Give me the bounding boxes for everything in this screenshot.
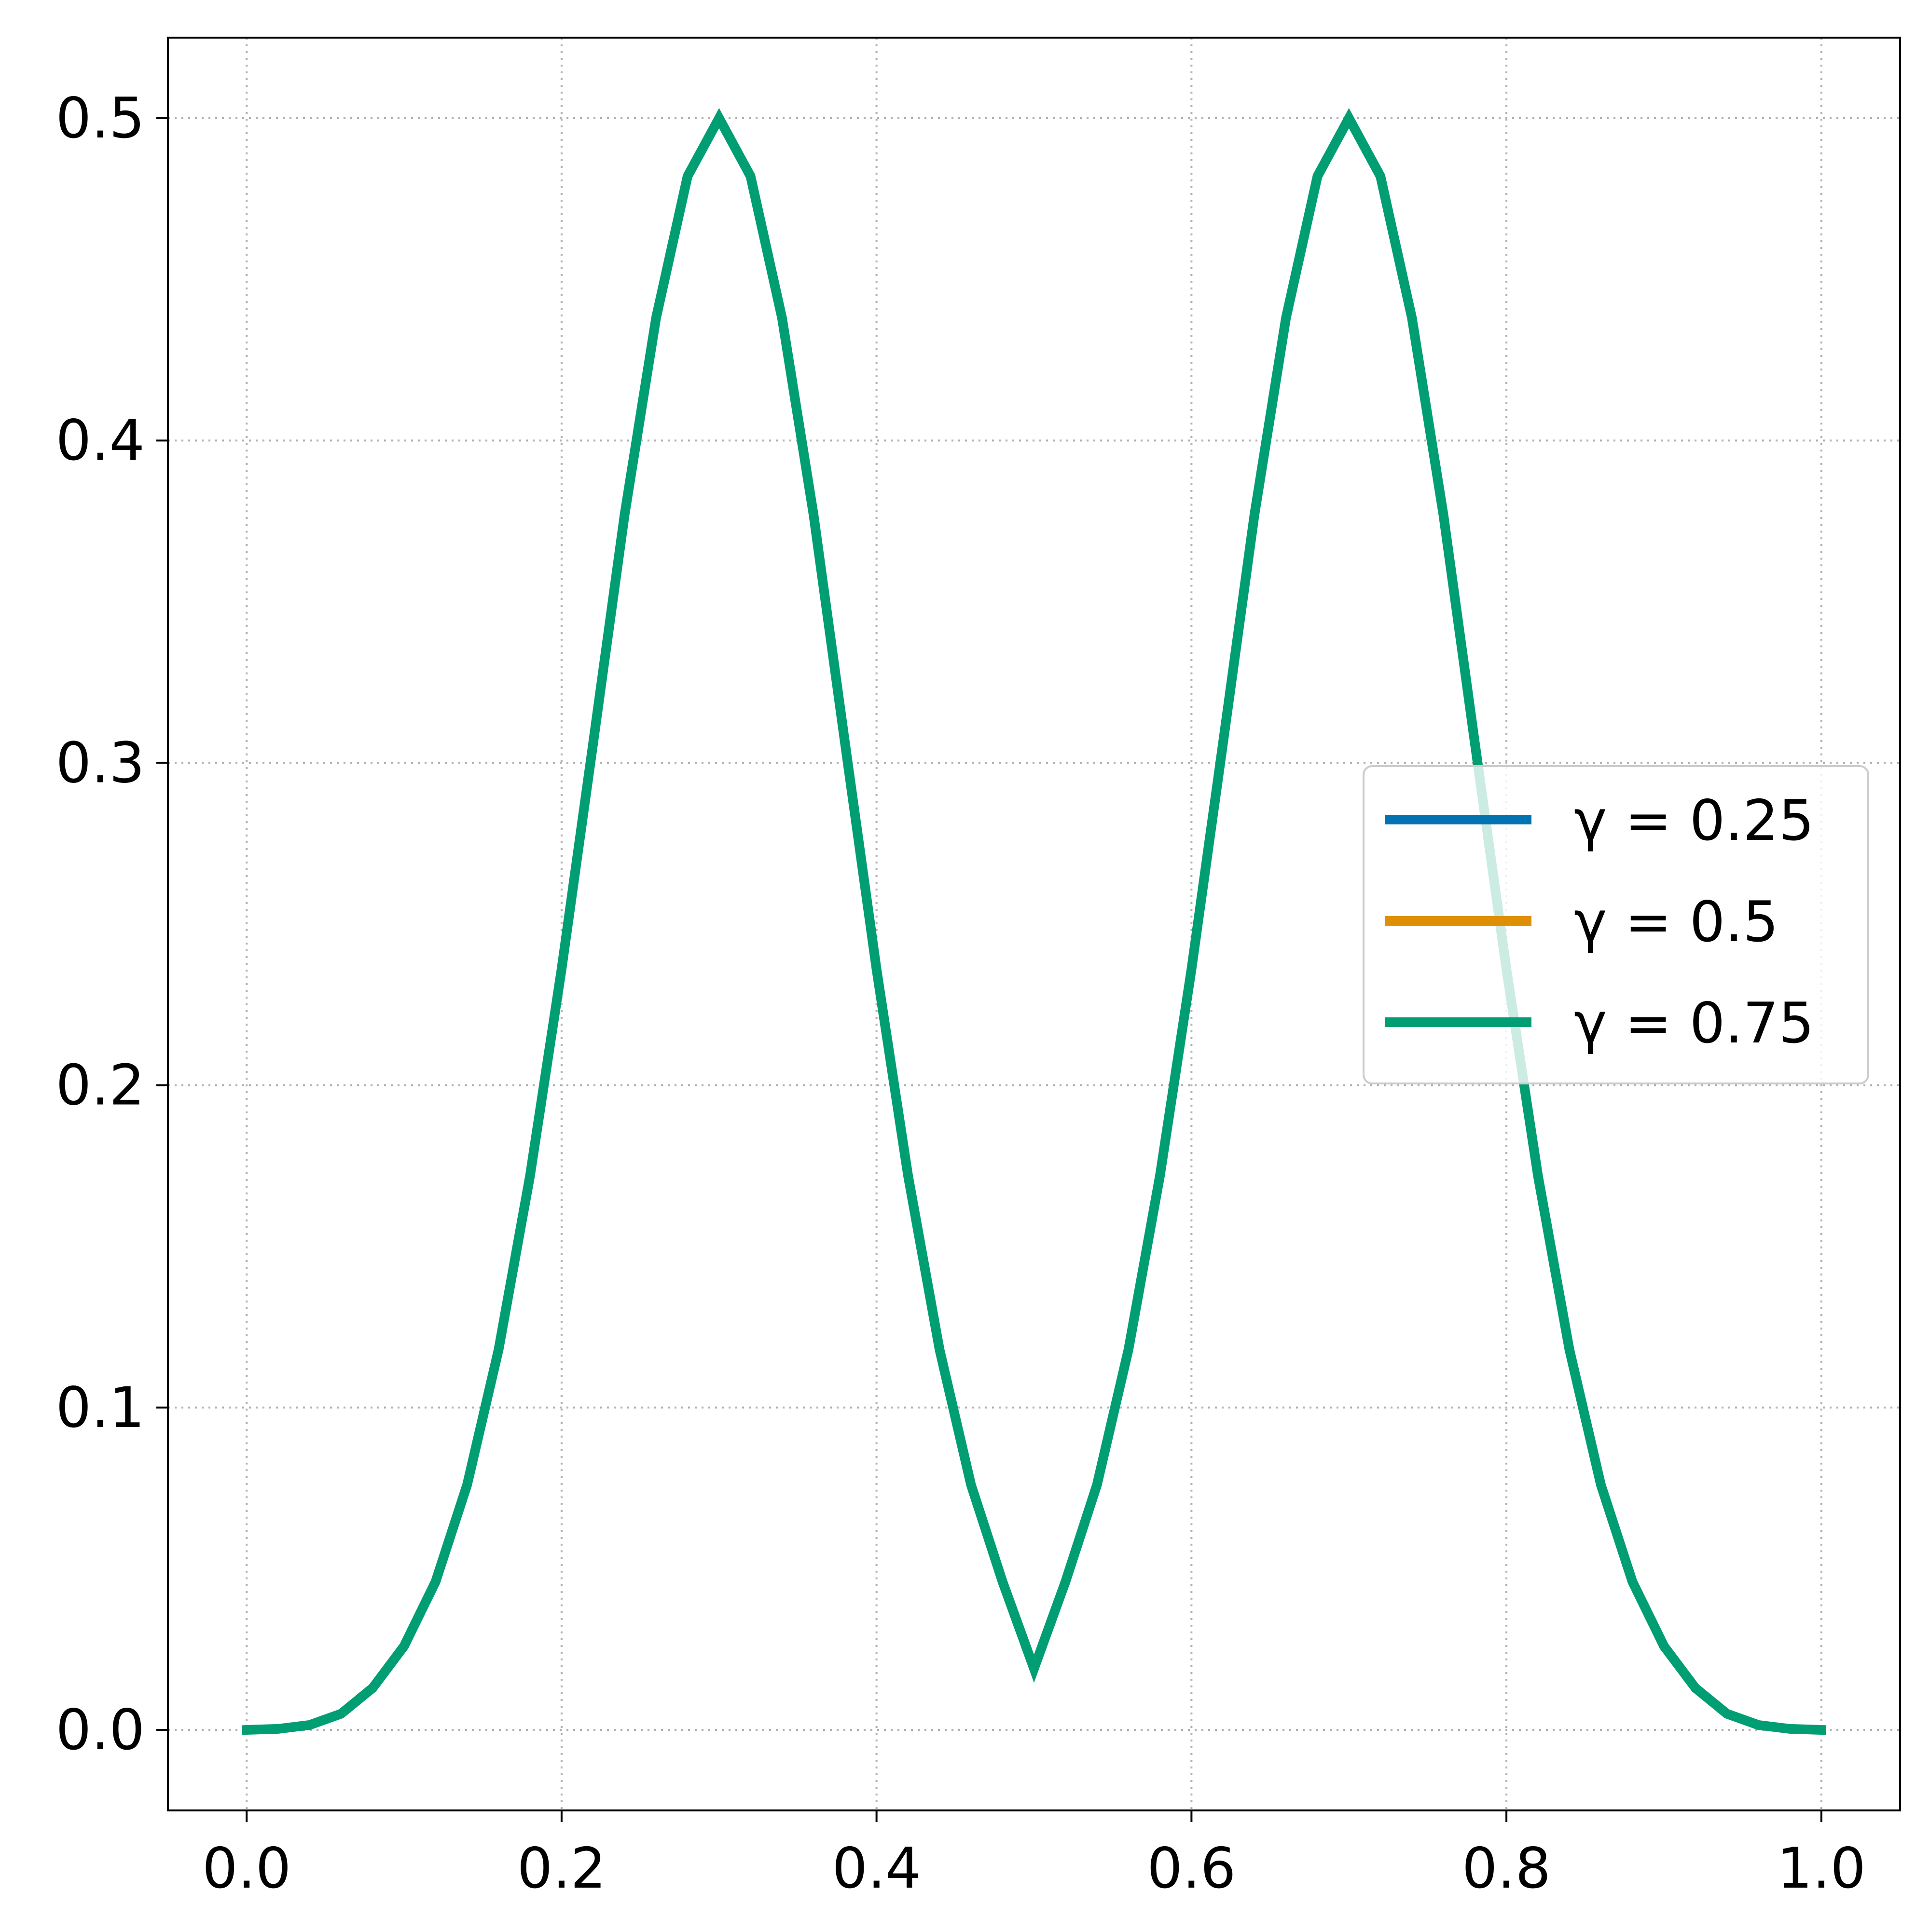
x-tick-label: 1.0 [1777, 1836, 1866, 1901]
y-tick-label: 0.2 [56, 1053, 145, 1118]
y-tick-label: 0.5 [56, 86, 145, 151]
y-tick-label: 0.1 [56, 1375, 145, 1440]
x-tick-label: 0.0 [202, 1836, 291, 1901]
axis-ticks: 0.0 0.2 0.4 0.6 0.8 1.0 0.0 0.1 0.2 0.3 0.4 0.5 [56, 86, 1866, 1901]
x-tick-label: 0.6 [1147, 1836, 1236, 1901]
legend-box [1363, 765, 1869, 1084]
x-tick-label: 0.4 [832, 1836, 921, 1901]
x-tick-label: 0.8 [1462, 1836, 1551, 1901]
legend-label: γ = 0.5 [1574, 890, 1778, 955]
y-tick-label: 0.3 [56, 730, 145, 795]
x-tick-label: 0.2 [517, 1836, 606, 1901]
legend-label: γ = 0.25 [1574, 788, 1814, 853]
legend-label: γ = 0.75 [1574, 991, 1814, 1056]
plot-frame [167, 37, 1901, 1811]
y-tick-label: 0.4 [56, 408, 145, 473]
y-tick-label: 0.0 [56, 1698, 145, 1763]
legend: γ = 0.25 γ = 0.5 γ = 0.75 [1363, 765, 1869, 1084]
series-line [241, 108, 1827, 1735]
series-lines [241, 108, 1827, 1735]
